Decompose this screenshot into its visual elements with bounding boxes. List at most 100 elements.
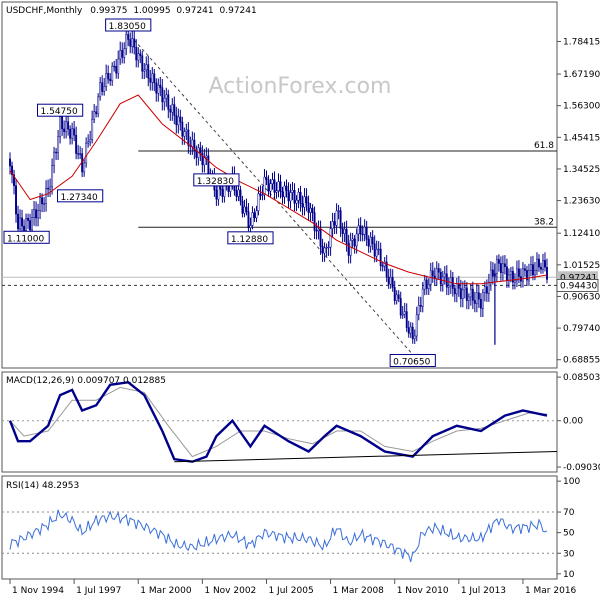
candle-body [271,179,274,184]
candle-body [367,238,370,247]
candle-body [119,50,122,60]
candle-body [307,202,310,213]
candle-body [546,267,548,280]
svg-text:1.32830: 1.32830 [197,177,234,187]
svg-text:1.27340: 1.27340 [61,193,98,203]
macd-ytick-label: 0.085032 [563,373,600,383]
candle-body [21,217,23,227]
candle-body [265,176,268,180]
candle-body [97,96,100,114]
candle-body [181,121,184,137]
candle-body [237,189,240,197]
candle-body [544,260,546,268]
candle-body [281,191,284,198]
candle-body [325,246,328,249]
rsi-ytick-label: 30 [563,549,575,559]
candle-body [199,147,202,154]
candle-body [259,193,262,196]
candle-body [527,270,530,281]
candle-body [107,72,110,80]
candle-body [93,111,96,120]
candle-body [453,288,456,295]
candle-body [345,228,348,244]
candle-body [187,129,190,146]
candle-body [171,104,174,113]
candle-body [355,233,358,247]
candle-body [295,199,298,204]
candle-body [131,38,134,47]
candle-body [173,104,176,116]
candle-body [89,139,92,143]
candle-body [313,212,316,231]
candle-body [421,288,424,307]
candle-body [111,65,114,82]
candle-body [495,259,498,274]
candle-body [261,194,264,196]
price-annotation-label: 1.83050 [105,18,152,32]
candle-body [483,286,486,294]
candle-body [503,263,506,267]
candle-body [63,128,66,133]
candle-body [205,155,208,158]
candle-body [419,305,422,307]
candle-body [183,131,186,137]
x-tick-label: 1 Nov 2002 [204,586,256,596]
x-tick-label: 1 Mar 2000 [140,586,192,596]
candle-body [381,265,384,267]
candle-body [267,179,270,192]
price-annotation-label: 1.12880 [227,231,274,245]
candle-body [521,268,524,282]
candle-body [465,287,468,301]
candle-body [475,292,478,304]
candle-body [505,266,508,281]
candle-body [203,157,206,166]
candle-body [311,207,314,213]
candle-body [379,248,382,266]
candle-body [79,153,82,155]
candle-body [534,270,536,276]
candle-body [297,192,300,201]
candle-body [99,82,102,98]
candle-body [27,217,29,221]
candle-body [263,176,266,196]
candle-body [343,228,346,234]
candle-body [333,221,336,226]
candle-body [321,245,324,254]
candle-body [207,155,210,175]
candle-body [39,197,42,212]
candle-body [145,64,148,71]
rsi-panel-frame [1,475,558,580]
candle-body [365,226,368,240]
candle-body [435,268,438,279]
candle-body [387,276,390,285]
diagonal-trendline [133,39,414,355]
candle-body [415,314,418,337]
candle-body [411,326,414,340]
candle-body [155,82,158,94]
candle-body [319,228,322,247]
candle-body [91,118,94,140]
rsi-ytick-label: 70 [563,508,575,518]
candle-body [221,189,224,197]
candle-body [273,179,276,193]
x-tick-label: 1 Nov 1994 [12,586,64,596]
rsi-ytick-label: 100 [563,477,580,487]
candle-body [19,217,21,230]
candle-body [459,288,462,300]
candle-body [473,300,476,304]
candle-body [399,298,402,316]
candle-body [377,248,380,251]
candle-body [477,292,480,300]
candle-body [317,228,320,232]
candle-body [61,116,64,130]
svg-text:1.83050: 1.83050 [109,22,146,32]
candle-body [437,268,440,273]
candle-body [137,53,140,61]
candle-body [507,274,510,281]
x-tick-label: 1 Mar 2016 [525,586,577,596]
candle-body [536,258,538,271]
candle-body [149,77,152,83]
candle-body [195,150,198,158]
candle-body [443,273,446,278]
candle-body [193,139,196,152]
